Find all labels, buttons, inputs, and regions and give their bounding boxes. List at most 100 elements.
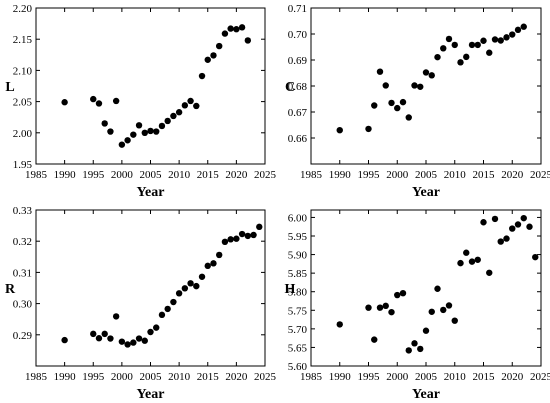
data-point <box>520 23 527 30</box>
data-point <box>365 304 372 311</box>
data-point <box>158 122 166 130</box>
data-point <box>107 128 114 135</box>
data-point <box>141 337 148 344</box>
data-point <box>422 69 430 76</box>
data-point <box>451 317 458 324</box>
data-point <box>135 122 143 129</box>
panel-C: 1985 1990 1995 2000 2005 2010 2015 2020 2025 0.66… <box>285 3 550 200</box>
y-tick-label: 6.00 <box>288 212 308 224</box>
data-point <box>210 52 217 59</box>
data-point <box>422 327 430 334</box>
x-tick-label: 2020 <box>225 371 248 383</box>
data-point <box>198 273 206 280</box>
data-point <box>90 95 97 103</box>
x-tick-label: 2015 <box>197 169 220 181</box>
x-tick-label: 2010 <box>168 371 191 383</box>
data-point <box>216 251 223 259</box>
data-point <box>238 24 246 31</box>
x-tick-label: 2000 <box>386 169 409 181</box>
data-point <box>405 347 412 354</box>
data-point <box>153 324 160 331</box>
data-point <box>399 290 407 297</box>
data-point <box>434 285 441 292</box>
y-tick-label: 5.90 <box>288 250 308 262</box>
x-tick-label: 1990 <box>54 371 77 383</box>
data-point <box>181 102 189 109</box>
data-point <box>463 249 470 256</box>
data-point <box>101 120 108 127</box>
data-point <box>491 215 499 223</box>
data-point <box>445 35 453 43</box>
data-point <box>233 26 240 33</box>
data-point <box>124 137 131 144</box>
x-tick-label: 2020 <box>501 371 524 383</box>
data-point <box>216 42 223 50</box>
x-tick-label: 2000 <box>386 371 409 383</box>
y-tick-label: 0.66 <box>288 133 308 145</box>
x-tick-label: 1985 <box>300 169 323 181</box>
data-point <box>457 259 464 267</box>
x-tick-label: 2025 <box>254 169 277 181</box>
data-point <box>187 280 194 287</box>
data-point <box>250 231 257 239</box>
data-point <box>411 340 418 347</box>
data-point <box>187 97 194 105</box>
data-point <box>451 41 458 49</box>
data-point <box>371 102 378 109</box>
data-point <box>175 290 183 297</box>
data-point <box>256 223 263 231</box>
y-tick-label: 0.71 <box>288 3 307 15</box>
data-point <box>503 235 510 242</box>
y-tick-label: 2.10 <box>13 65 33 77</box>
x-tick-label: 1990 <box>54 169 77 181</box>
data-point <box>61 99 68 106</box>
data-point <box>118 338 126 345</box>
data-point <box>388 308 395 316</box>
data-point <box>509 225 516 232</box>
data-point <box>428 72 435 79</box>
data-point <box>244 37 252 44</box>
data-point <box>503 34 510 41</box>
y-tick-label: 0.30 <box>13 299 33 311</box>
data-point <box>491 36 499 43</box>
data-point <box>417 345 424 353</box>
data-point <box>107 335 114 342</box>
x-tick-label: 2000 <box>111 371 134 383</box>
y-tick-label: 0.33 <box>13 205 33 217</box>
data-point <box>463 53 470 61</box>
data-point <box>141 129 148 136</box>
data-point <box>221 30 229 37</box>
data-point <box>474 256 481 263</box>
data-point <box>486 49 493 56</box>
y-tick-label: 0.69 <box>288 55 308 67</box>
y-tick-label: 2.20 <box>13 3 33 15</box>
y-tick-label: 2.00 <box>13 128 33 140</box>
data-point <box>434 53 441 61</box>
data-point <box>382 82 389 89</box>
panel-R: 1985 1990 1995 2000 2005 2010 2015 2020 2025 0.29… <box>5 205 277 402</box>
data-point <box>101 330 108 338</box>
x-tick-label: 1995 <box>358 371 381 383</box>
y-tick-label: 0.67 <box>288 107 308 119</box>
data-point <box>480 37 487 44</box>
data-point <box>440 45 447 52</box>
data-point <box>497 238 504 245</box>
data-point <box>520 214 527 222</box>
x-tick-label: 2025 <box>530 371 550 383</box>
data-point <box>164 305 171 313</box>
data-point <box>457 59 464 66</box>
x-tick-label: 2015 <box>473 169 496 181</box>
data-point <box>153 128 160 135</box>
data-point <box>388 99 395 107</box>
data-point <box>204 56 211 63</box>
data-point <box>181 285 189 292</box>
x-tick-label: 2020 <box>501 169 524 181</box>
y-axis-title: L <box>5 80 14 95</box>
data-point <box>170 112 177 120</box>
y-tick-label: 5.60 <box>288 361 308 373</box>
x-tick-label: 1985 <box>300 371 323 383</box>
data-point <box>112 313 120 320</box>
x-tick-label: 2025 <box>254 371 277 383</box>
x-tick-label: 2005 <box>415 169 438 181</box>
plot-frame <box>310 7 542 165</box>
